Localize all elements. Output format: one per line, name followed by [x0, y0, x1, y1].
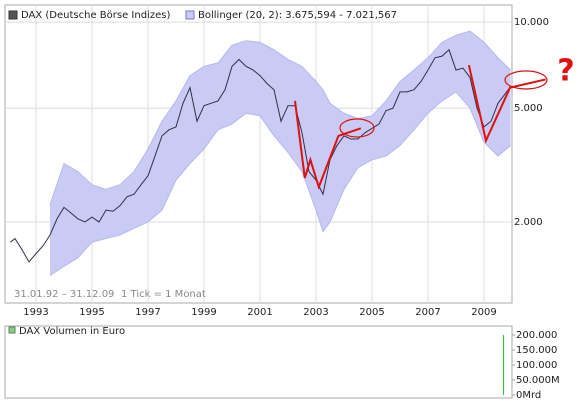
y-tick-label: 5.000	[514, 103, 543, 114]
x-tick-label: 2001	[247, 307, 272, 318]
legend-swatch	[8, 326, 16, 334]
y-tick-label: 0Mrd	[516, 390, 541, 401]
y-tick-label: 150.000	[516, 345, 557, 356]
x-tick-label: 1999	[191, 307, 216, 318]
y-tick-label: 100.000	[516, 360, 557, 371]
period-label: 31.01.92 – 31.12.09	[14, 289, 114, 300]
legend-swatch	[8, 10, 18, 20]
legend-swatch	[185, 10, 195, 20]
band-upper	[49, 30, 511, 205]
annotation: ?	[557, 54, 574, 89]
x-tick-label: 2007	[415, 307, 440, 318]
x-tick-label: 2005	[359, 307, 384, 318]
x-tick-label: 2003	[303, 307, 328, 318]
x-tick-label: 1997	[135, 307, 160, 318]
trend-line	[294, 100, 362, 191]
highlight-ellipse	[339, 118, 375, 138]
y-tick-label: 50.000M	[516, 375, 560, 386]
y-tick-label: 200.000	[516, 330, 557, 341]
volume-panel	[4, 325, 513, 399]
x-tick-label: 2009	[471, 307, 496, 318]
y-tick-label: 2.000	[514, 217, 543, 228]
legend-label: DAX (Deutsche Börse Indizes)	[21, 10, 170, 21]
dax-line	[9, 48, 512, 263]
x-tick-label: 1993	[23, 307, 48, 318]
x-tick-label: 1995	[79, 307, 104, 318]
y-tick-label: 10.000	[514, 17, 549, 28]
tick-note: 1 Tick = 1 Monat	[121, 289, 206, 300]
trend-line	[467, 64, 546, 144]
bollinger-band	[50, 31, 511, 276]
legend-label: Bollinger (20, 2): 3.675,594 - 7.021,567	[198, 10, 397, 21]
highlight-ellipse	[504, 70, 548, 90]
band-lower	[49, 91, 511, 276]
volume-title: DAX Volumen in Euro	[19, 326, 125, 337]
